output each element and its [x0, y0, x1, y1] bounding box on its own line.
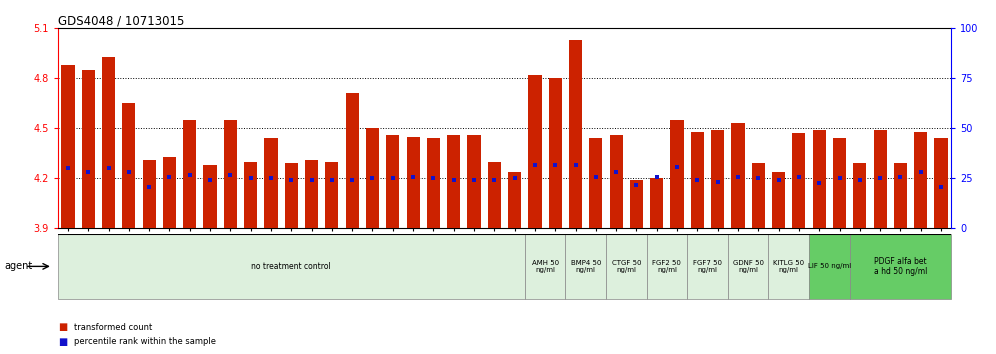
Bar	[203, 165, 217, 228]
Bar	[386, 135, 399, 228]
Bar	[606, 234, 646, 299]
Bar	[590, 138, 603, 228]
Bar	[792, 133, 806, 228]
Bar	[244, 162, 257, 228]
Bar	[752, 163, 765, 228]
Bar	[427, 138, 440, 228]
Text: PDGF alfa bet
a hd 50 ng/ml: PDGF alfa bet a hd 50 ng/ml	[873, 257, 927, 276]
Bar	[728, 234, 769, 299]
Bar	[687, 234, 728, 299]
Bar	[569, 40, 582, 228]
Bar	[854, 163, 867, 228]
Bar	[850, 234, 951, 299]
Bar	[893, 163, 907, 228]
Text: percentile rank within the sample: percentile rank within the sample	[74, 337, 216, 346]
Bar	[525, 234, 566, 299]
Bar	[366, 128, 379, 228]
Bar	[833, 138, 847, 228]
Bar	[629, 180, 643, 228]
Bar	[873, 130, 886, 228]
Text: GDS4048 / 10713015: GDS4048 / 10713015	[58, 14, 184, 27]
Text: BMP4 50
ng/ml: BMP4 50 ng/ml	[571, 260, 601, 273]
Text: transformed count: transformed count	[74, 323, 152, 332]
Bar	[123, 103, 135, 228]
Bar	[610, 135, 622, 228]
Bar	[772, 172, 785, 228]
Bar	[62, 65, 75, 228]
Bar	[326, 162, 339, 228]
Bar	[488, 162, 501, 228]
Bar	[406, 137, 419, 228]
Bar	[670, 120, 683, 228]
Text: GDNF 50
ng/ml: GDNF 50 ng/ml	[733, 260, 764, 273]
Bar	[528, 75, 542, 228]
Bar	[285, 163, 298, 228]
Bar	[82, 70, 95, 228]
Bar	[508, 172, 521, 228]
Bar	[264, 138, 278, 228]
Text: KITLG 50
ng/ml: KITLG 50 ng/ml	[773, 260, 805, 273]
Bar	[224, 120, 237, 228]
Text: FGF2 50
ng/ml: FGF2 50 ng/ml	[652, 260, 681, 273]
Text: FGF7 50
ng/ml: FGF7 50 ng/ml	[693, 260, 722, 273]
Bar	[162, 157, 176, 228]
Text: LIF 50 ng/ml: LIF 50 ng/ml	[808, 263, 851, 269]
Bar	[809, 234, 850, 299]
Text: no treatment control: no treatment control	[251, 262, 331, 271]
Bar	[305, 160, 318, 228]
Bar	[691, 132, 704, 228]
Bar	[467, 135, 481, 228]
Text: agent: agent	[4, 261, 32, 272]
Bar	[58, 234, 525, 299]
Bar	[813, 130, 826, 228]
Bar	[711, 130, 724, 228]
Bar	[769, 234, 809, 299]
Bar	[934, 138, 947, 228]
Bar	[566, 234, 606, 299]
Bar	[346, 93, 359, 228]
Bar	[142, 160, 155, 228]
Bar	[646, 234, 687, 299]
Text: ■: ■	[58, 322, 67, 332]
Bar	[650, 178, 663, 228]
Text: AMH 50
ng/ml: AMH 50 ng/ml	[532, 260, 559, 273]
Text: ■: ■	[58, 337, 67, 347]
Bar	[102, 57, 116, 228]
Bar	[549, 78, 562, 228]
Bar	[183, 120, 196, 228]
Bar	[447, 135, 460, 228]
Text: CTGF 50
ng/ml: CTGF 50 ng/ml	[612, 260, 641, 273]
Bar	[914, 132, 927, 228]
Bar	[731, 123, 745, 228]
